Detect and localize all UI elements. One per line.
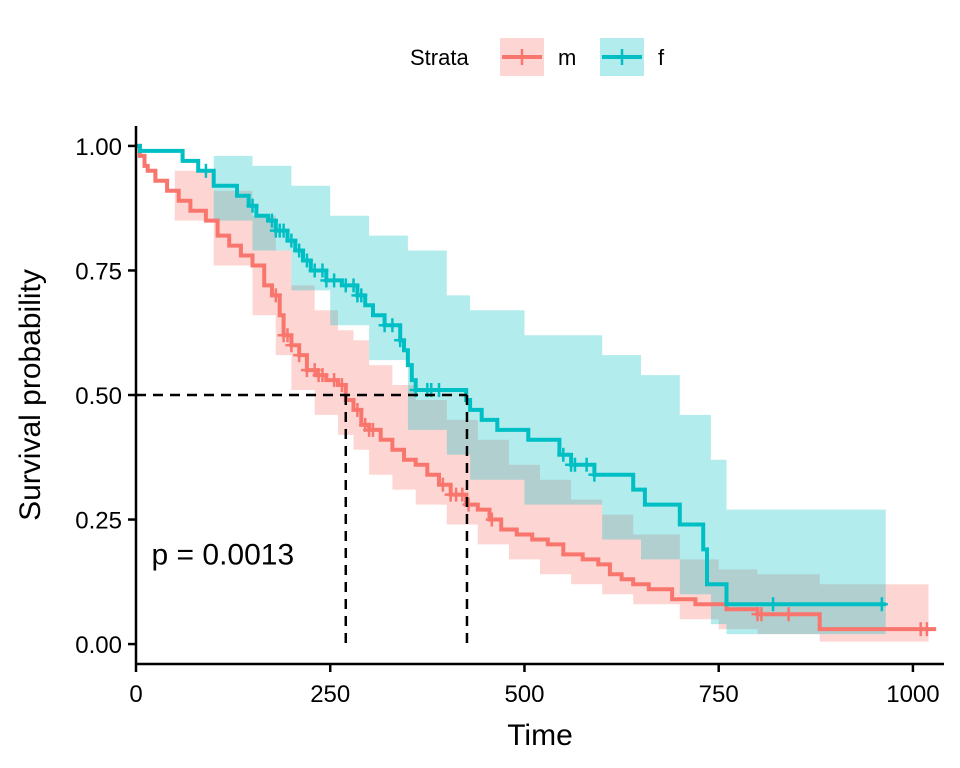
- censor-mark-m: [285, 338, 298, 353]
- censor-mark-m: [456, 487, 469, 502]
- censor-marks: [199, 163, 933, 637]
- legend-label: f: [658, 45, 665, 70]
- y-axis-title: Survival probability: [14, 269, 47, 521]
- median-lines: [136, 393, 469, 645]
- x-tick-label: 250: [310, 681, 350, 708]
- legend-item-f: f: [600, 38, 665, 76]
- legend-item-m: m: [500, 38, 576, 76]
- x-tick-label: 500: [504, 681, 544, 708]
- censor-mark-f: [316, 263, 329, 278]
- censor-mark-f: [580, 457, 593, 472]
- censor-mark-m: [316, 368, 329, 383]
- censor-mark-f: [568, 457, 581, 472]
- censor-mark-f: [285, 233, 298, 248]
- axes: 0 250 500 750 1000 0.00 0.25 0.50 0.75 1.00: [75, 126, 944, 708]
- censor-mark-f: [355, 288, 368, 303]
- legend-title: Strata: [410, 45, 469, 70]
- censor-mark-m: [281, 328, 294, 343]
- x-ticks: 0 250 500 750 1000: [129, 664, 940, 708]
- censor-mark-f: [875, 597, 888, 612]
- censor-mark-m: [293, 348, 306, 363]
- x-tick-label: 0: [129, 681, 142, 708]
- censor-mark-f: [386, 318, 399, 333]
- censor-mark-m: [351, 402, 364, 417]
- censor-mark-m: [462, 497, 475, 512]
- p-value-annotation: p = 0.0013: [152, 538, 295, 571]
- y-tick-label: 1.00: [75, 134, 122, 161]
- censor-mark-f: [557, 447, 570, 462]
- censor-mark-m: [436, 477, 449, 492]
- censor-mark-f: [293, 243, 306, 258]
- censor-mark-f: [265, 213, 278, 228]
- censor-mark-m: [328, 373, 341, 388]
- y-tick-label: 0.25: [75, 508, 122, 535]
- censor-mark-f: [328, 273, 341, 288]
- censor-mark-m: [335, 378, 348, 393]
- legend-label: m: [558, 45, 576, 70]
- y-ticks: 0.00 0.25 0.50 0.75 1.00: [75, 134, 136, 659]
- censor-mark-f: [767, 597, 780, 612]
- plot-area: [136, 143, 937, 645]
- censor-mark-m: [269, 288, 282, 303]
- x-axis-title: Time: [507, 719, 573, 752]
- x-tick-label: 1000: [886, 681, 939, 708]
- censor-mark-f: [300, 253, 313, 268]
- censor-mark-f: [347, 278, 360, 293]
- censor-mark-f: [277, 223, 290, 238]
- y-tick-label: 0.75: [75, 258, 122, 285]
- censor-mark-f: [394, 333, 407, 348]
- x-tick-label: 750: [699, 681, 739, 708]
- censor-mark-f: [433, 383, 445, 398]
- censor-mark-m: [755, 607, 768, 622]
- censor-mark-f: [199, 163, 212, 178]
- ci-band-m: [136, 145, 929, 642]
- censor-mark-m: [920, 622, 933, 637]
- censor-mark-f: [588, 467, 601, 482]
- censor-mark-m: [782, 607, 795, 622]
- censor-mark-f: [246, 198, 259, 213]
- y-tick-label: 0.00: [75, 632, 122, 659]
- censor-mark-m: [485, 512, 498, 527]
- y-tick-label: 0.50: [75, 383, 122, 410]
- censor-mark-m: [366, 422, 379, 437]
